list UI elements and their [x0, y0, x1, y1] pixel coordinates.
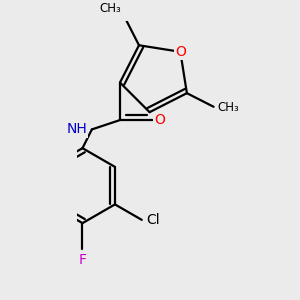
Text: O: O	[175, 45, 186, 59]
Text: Cl: Cl	[146, 213, 160, 227]
Text: CH₃: CH₃	[100, 2, 122, 15]
Text: NH: NH	[66, 122, 87, 136]
Text: F: F	[79, 253, 86, 267]
Text: O: O	[154, 113, 165, 127]
Text: CH₃: CH₃	[218, 101, 239, 114]
